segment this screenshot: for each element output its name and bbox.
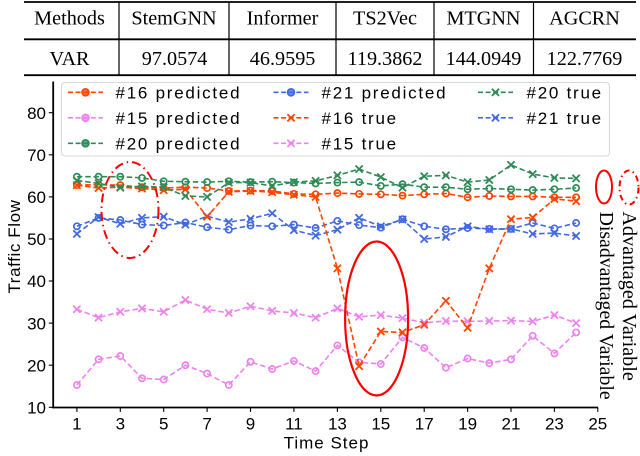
svg-text:MTGNN: MTGNN [446,7,520,29]
svg-text:#15 true: #15 true [322,135,398,154]
svg-text:19: 19 [458,415,477,434]
svg-text:3: 3 [116,415,125,434]
svg-text:17: 17 [415,415,434,434]
svg-text:122.7769: 122.7769 [547,48,623,70]
svg-text:VAR: VAR [49,48,90,70]
svg-text:144.0949: 144.0949 [446,48,522,70]
svg-text:Informer: Informer [247,7,319,29]
svg-text:30: 30 [27,314,46,333]
svg-text:Advantaged Variable: Advantaged Variable [618,211,640,381]
svg-text:Methods: Methods [34,7,105,29]
svg-text:TS2Vec: TS2Vec [353,7,417,29]
svg-text:#21 true: #21 true [527,109,603,128]
svg-text:#20 true: #20 true [527,84,603,103]
svg-text:21: 21 [502,415,521,434]
svg-text:50: 50 [27,230,46,249]
svg-text:5: 5 [159,415,168,434]
svg-text:7: 7 [202,415,211,434]
svg-text:97.0574: 97.0574 [142,48,208,70]
svg-text:1: 1 [72,415,81,434]
svg-text:Time Step: Time Step [284,433,370,452]
svg-text:23: 23 [545,415,564,434]
svg-text:Disadvantaged Variable: Disadvantaged Variable [595,212,617,400]
svg-text:60: 60 [27,188,46,207]
svg-text:#15 predicted: #15 predicted [116,109,242,128]
svg-text:#16 true: #16 true [322,109,398,128]
svg-text:40: 40 [27,272,46,291]
svg-text:#20 predicted: #20 predicted [116,135,242,154]
svg-text:#16 predicted: #16 predicted [116,84,242,103]
svg-text:80: 80 [27,104,46,123]
svg-text:StemGNN: StemGNN [131,7,217,29]
svg-text:25: 25 [588,415,607,434]
svg-text:10: 10 [27,399,46,418]
svg-text:13: 13 [328,415,347,434]
svg-text:46.9595: 46.9595 [250,48,316,70]
svg-text:20: 20 [27,356,46,375]
svg-text:70: 70 [27,146,46,165]
svg-text:11: 11 [285,415,303,434]
svg-text:15: 15 [371,415,390,434]
svg-text:9: 9 [246,415,255,434]
svg-text:#21 predicted: #21 predicted [322,84,448,103]
svg-text:Traffic Flow: Traffic Flow [5,199,24,293]
svg-text:119.3862: 119.3862 [348,48,423,70]
svg-text:AGCRN: AGCRN [549,7,620,29]
